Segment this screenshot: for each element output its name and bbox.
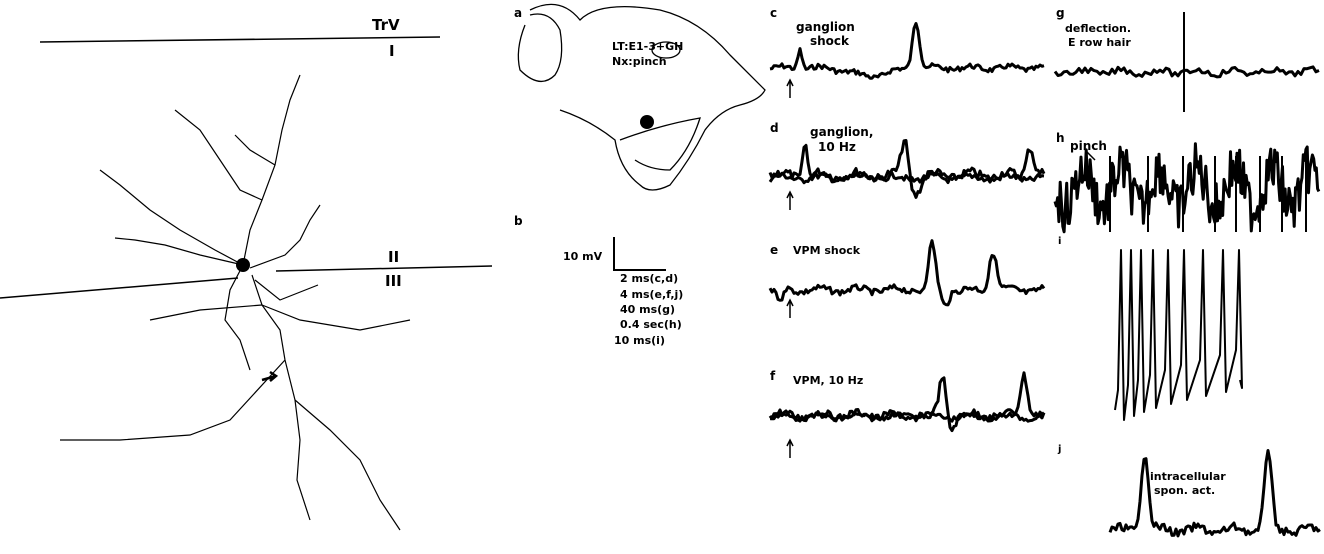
scale-label: 4 ms(e,f,j)	[620, 288, 683, 301]
panel-letter: f	[770, 369, 776, 383]
annotation: deflection.	[1065, 22, 1131, 35]
panel-letter: i	[1058, 236, 1061, 247]
scale-label: 40 ms(g)	[620, 303, 675, 316]
annotation: VPM, 10 Hz	[793, 374, 863, 387]
scale-label: 10 mV	[563, 250, 603, 263]
neuron-drawing	[60, 75, 410, 530]
layer-label: III	[385, 272, 402, 290]
soma	[236, 258, 250, 272]
annotation: intracellular	[1150, 470, 1226, 483]
layer-boundary	[40, 37, 440, 42]
layer-label: II	[388, 248, 399, 266]
trace	[787, 80, 793, 98]
scale-label: 10 ms(i)	[614, 334, 665, 347]
panel-a: a LT:E1-3+GH Nx:pinch	[514, 4, 765, 190]
panel-letter: e	[770, 243, 778, 257]
scale-label: 2 ms(c,d)	[620, 272, 678, 285]
layer-boundary	[276, 266, 492, 271]
panel-letter: h	[1056, 131, 1065, 145]
annotation: ganglion	[796, 20, 855, 34]
panel-letter: d	[770, 121, 779, 135]
panel-letter: a	[514, 6, 522, 20]
annotation: 10 Hz	[818, 140, 856, 154]
panel-letter: j	[1057, 444, 1061, 455]
panel-letter: b	[514, 214, 523, 228]
figure: TrV I II III a LT	[0, 0, 1324, 554]
trace	[1055, 144, 1319, 232]
panel-b: b 10 mV 2 ms(c,d) 4 ms(e,f,j) 40 ms(g) 0…	[514, 214, 683, 347]
layer-label: I	[389, 42, 395, 60]
annotation: Nx:pinch	[612, 55, 667, 68]
panel-letter: g	[1056, 6, 1065, 20]
annotation: E row hair	[1068, 36, 1131, 49]
annotation: ganglion,	[810, 125, 873, 139]
annotation: spon. act.	[1154, 484, 1215, 497]
layer-label: TrV	[372, 16, 400, 34]
annotation: shock	[810, 34, 850, 48]
arrow	[262, 372, 276, 381]
annotation: LT:E1-3+GH	[612, 40, 683, 53]
panel-letter: c	[770, 6, 777, 20]
annotation: pinch	[1070, 139, 1107, 153]
neuron-panel: TrV I II III	[0, 16, 492, 530]
trace	[1115, 250, 1242, 420]
annotation: VPM shock	[793, 244, 861, 257]
trace	[787, 440, 793, 458]
layer-boundary	[0, 278, 238, 298]
trace	[770, 141, 1044, 198]
trace	[1055, 67, 1319, 77]
trace	[787, 192, 793, 210]
scale-bar	[614, 237, 666, 270]
traces	[770, 12, 1320, 536]
trace	[787, 300, 793, 318]
scale-label: 0.4 sec(h)	[620, 318, 682, 331]
